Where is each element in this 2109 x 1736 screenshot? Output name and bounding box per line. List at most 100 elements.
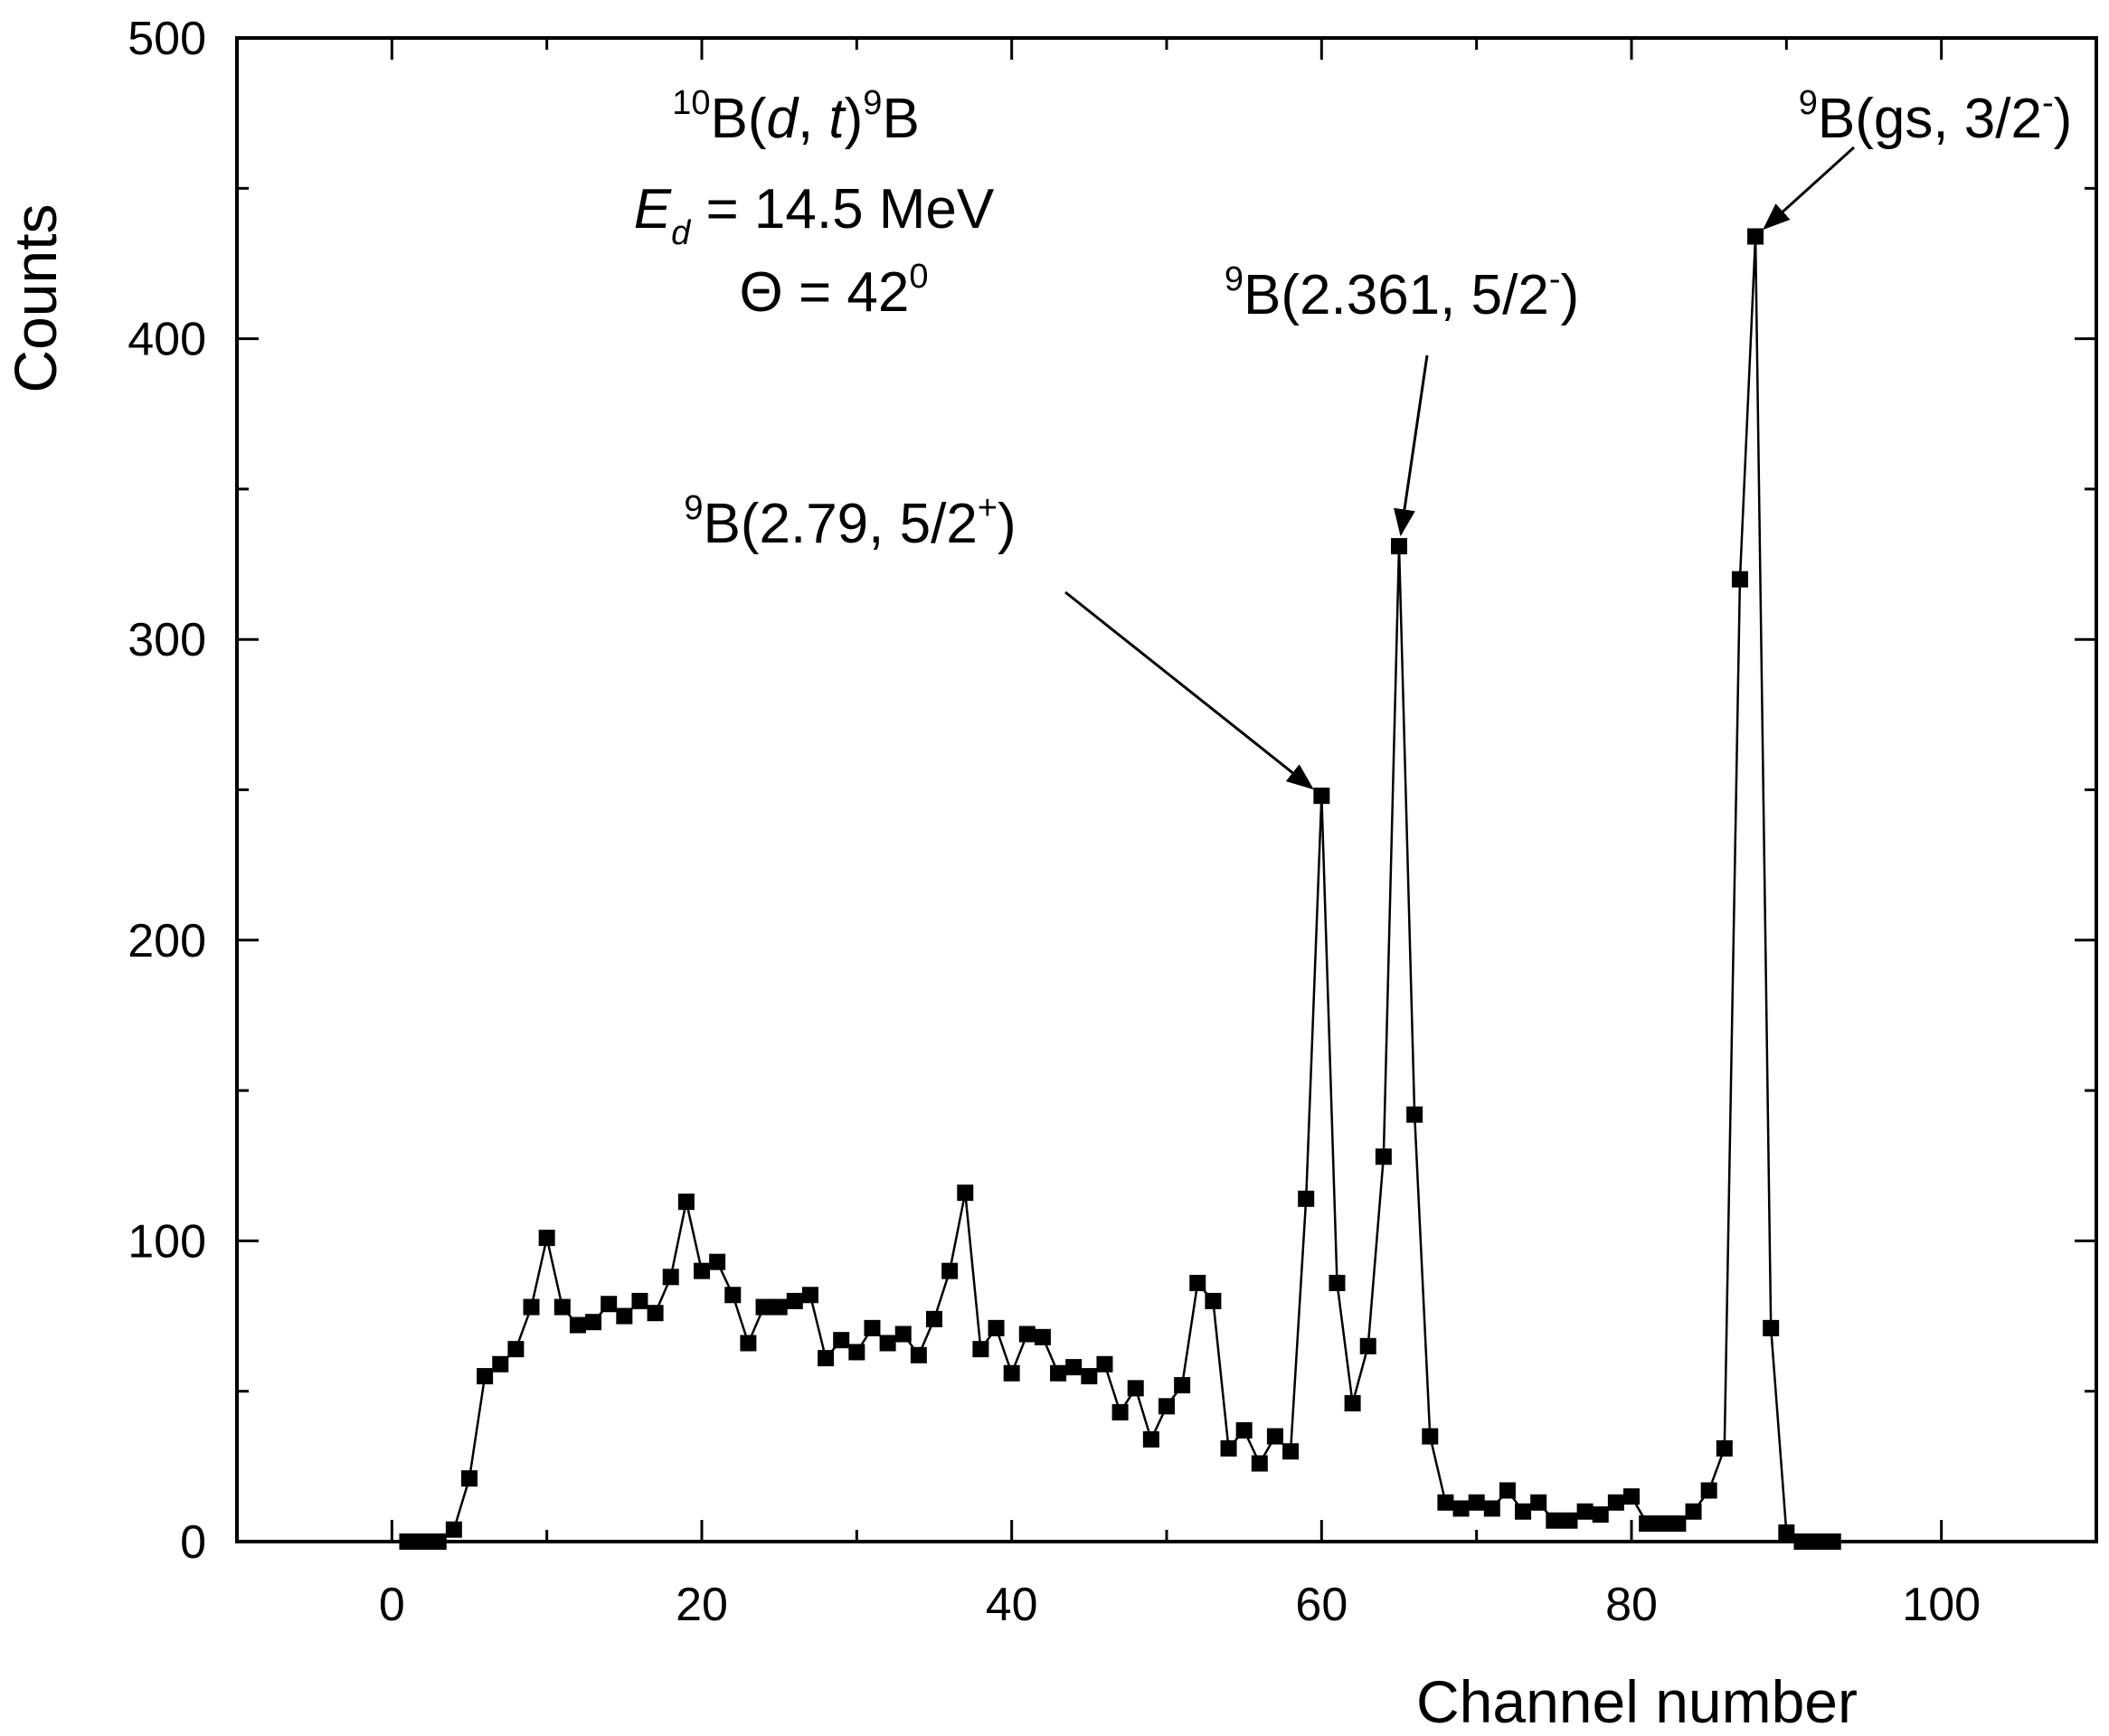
- data-point: [492, 1355, 509, 1373]
- annotation-arrow-e279: [1064, 590, 1314, 790]
- data-point: [1251, 1455, 1268, 1472]
- data-point: [1142, 1430, 1159, 1448]
- data-point: [1483, 1500, 1500, 1517]
- data-point: [1576, 1503, 1594, 1520]
- reaction-line-1: 10B(d, t)9B: [672, 84, 920, 150]
- data-point: [1034, 1328, 1051, 1345]
- data-point: [864, 1319, 881, 1336]
- x-tick-label: 80: [1605, 1579, 1658, 1631]
- data-point: [1313, 788, 1330, 805]
- data-point: [1081, 1368, 1098, 1385]
- data-point: [569, 1316, 586, 1334]
- data-point: [1189, 1274, 1206, 1291]
- data-point: [647, 1305, 664, 1322]
- data-point: [926, 1310, 942, 1327]
- data-point: [941, 1262, 959, 1279]
- x-tick-label: 0: [379, 1579, 405, 1631]
- data-point: [1763, 1319, 1780, 1336]
- data-point: [894, 1326, 912, 1343]
- data-point: [1685, 1503, 1702, 1520]
- data-point: [1623, 1488, 1640, 1505]
- data-point: [1530, 1494, 1547, 1511]
- data-point: [445, 1521, 462, 1538]
- data-point: [1437, 1494, 1454, 1511]
- data-point: [1282, 1443, 1300, 1460]
- reaction-line-2: Ed = 14.5 MeV: [634, 178, 995, 252]
- data-point: [631, 1292, 648, 1309]
- data-point: [1235, 1421, 1253, 1439]
- data-point: [1266, 1428, 1283, 1445]
- data-point: [399, 1533, 416, 1550]
- data-point: [1096, 1355, 1113, 1373]
- data-point: [1515, 1503, 1532, 1520]
- data-point: [1050, 1364, 1067, 1382]
- x-tick-label: 40: [986, 1579, 1038, 1631]
- y-tick-label: 200: [128, 915, 206, 967]
- data-point: [1546, 1512, 1563, 1529]
- data-point: [1127, 1380, 1144, 1397]
- axis-ticks: 0 20 40 60 80 100 0 100 200 300 400 500: [128, 13, 2098, 1631]
- data-point: [1468, 1494, 1485, 1511]
- data-point: [430, 1533, 447, 1550]
- data-point: [724, 1287, 742, 1304]
- data-point: [1654, 1515, 1671, 1533]
- data-point: [786, 1292, 803, 1309]
- data-point: [833, 1332, 850, 1349]
- x-tick-label: 100: [1902, 1579, 1981, 1631]
- data-point: [523, 1298, 540, 1316]
- data-point: [801, 1287, 818, 1304]
- data-point: [1003, 1364, 1020, 1382]
- data-point: [879, 1335, 896, 1352]
- x-tick-label: 20: [676, 1579, 728, 1631]
- data-point: [1639, 1515, 1656, 1533]
- data-point: [694, 1262, 710, 1279]
- y-tick-label: 300: [128, 614, 206, 666]
- data-point: [1344, 1395, 1361, 1412]
- data-point: [1592, 1506, 1609, 1524]
- data-point: [616, 1307, 633, 1325]
- data-point: [553, 1298, 571, 1316]
- data-point: [1716, 1439, 1733, 1457]
- axes: [235, 36, 2098, 1543]
- data-point: [1406, 1106, 1423, 1123]
- data-point: [1220, 1439, 1237, 1457]
- data-point: [507, 1341, 525, 1358]
- data-point: [1359, 1337, 1376, 1354]
- data-point: [601, 1296, 618, 1313]
- data-point: [1561, 1512, 1578, 1529]
- data-point: [848, 1344, 865, 1361]
- reaction-line-3: Θ = 420: [740, 258, 929, 324]
- annotation-label-2361: 9B(2.361, 5/2-): [1225, 260, 1579, 326]
- data-series: [399, 228, 1841, 1550]
- data-point: [988, 1319, 1005, 1336]
- data-point: [740, 1335, 757, 1352]
- y-tick-label: 0: [180, 1516, 206, 1569]
- data-point: [1111, 1403, 1129, 1420]
- data-point: [662, 1269, 679, 1286]
- data-point: [1391, 538, 1407, 555]
- data-point: [755, 1298, 772, 1316]
- annotations: [1064, 146, 1856, 790]
- data-point: [538, 1230, 555, 1247]
- data-point: [1375, 1148, 1392, 1165]
- data-point: [1018, 1326, 1036, 1343]
- data-point: [771, 1298, 788, 1316]
- x-tick-label: 60: [1295, 1579, 1348, 1631]
- y-tick-label: 100: [128, 1215, 206, 1268]
- data-point: [1205, 1292, 1222, 1309]
- data-point: [1824, 1533, 1841, 1550]
- data-point: [1159, 1398, 1175, 1415]
- data-point: [1607, 1494, 1624, 1511]
- x-axis-title: Channel number: [1416, 1668, 1858, 1735]
- annotation-arrow-e2361: [1394, 354, 1429, 537]
- y-tick-label: 500: [128, 13, 206, 65]
- data-point: [461, 1470, 478, 1487]
- y-tick-label: 400: [128, 314, 206, 366]
- data-point: [972, 1341, 989, 1358]
- data-point: [709, 1253, 726, 1270]
- data-point: [957, 1184, 974, 1202]
- reaction-label: 10B(d, t)9B Ed = 14.5 MeV Θ = 420: [634, 84, 995, 324]
- data-point: [1809, 1533, 1826, 1550]
- data-point: [1747, 228, 1764, 245]
